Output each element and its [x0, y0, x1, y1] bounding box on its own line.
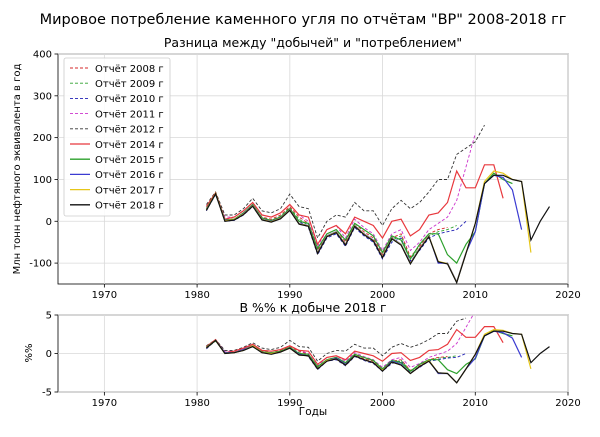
legend-label: Отчёт 2014 г [95, 140, 164, 151]
chart-percent: В %% к добыче 2018 г 1970 1980 1990 2000 201… [24, 300, 581, 418]
legend: Отчёт 2008 г Отчёт 2009 г Отчёт 2010 г Отчё… [63, 57, 171, 217]
legend-label: Отчёт 2011 г [95, 109, 164, 120]
series-line-9 [206, 330, 550, 384]
y-axis-label: Млн тонн нефтяного эквивалента в год [12, 64, 23, 275]
figure-title: Мировое потребление каменного угля по от… [40, 12, 567, 28]
x-tick-label: 1990 [277, 398, 302, 409]
legend-label: Отчёт 2012 г [95, 125, 164, 136]
x-tick-label: 2020 [555, 398, 580, 409]
tick-labels: 1970 1980 1990 2000 2010 2020 -5 0 5 [42, 311, 581, 410]
legend-label: Отчёт 2017 г [95, 185, 164, 196]
y-tick-label: 0 [46, 349, 52, 360]
y-tick-label: -5 [42, 388, 52, 399]
x-tick-label: 1980 [184, 290, 209, 301]
chart-title: В %% к добыче 2018 г [239, 300, 386, 315]
tick-labels: 1970 1980 1990 2000 2010 2020 -100 0 100 200 300 40… [29, 50, 580, 302]
series-line-4 [206, 317, 467, 362]
series-lines [206, 315, 550, 384]
series-line-0 [206, 339, 448, 371]
x-tick-label: 2000 [370, 398, 395, 409]
legend-label: Отчёт 2008 г [95, 64, 164, 75]
y-tick-label: 100 [33, 175, 52, 186]
x-tick-label: 1990 [277, 290, 302, 301]
x-tick-label: 2000 [370, 290, 395, 301]
series-line-6 [205, 172, 513, 265]
x-tick-label: 2010 [463, 290, 488, 301]
chart-difference: Разница между "добычей" и "потреблением"… [12, 35, 581, 301]
series-line-9 [205, 174, 551, 284]
x-tick-label: 2020 [555, 290, 580, 301]
y-tick-label: 400 [33, 50, 52, 61]
y-tick-label: 0 [46, 217, 52, 228]
x-tick-label: 1970 [92, 290, 117, 301]
legend-label: Отчёт 2015 г [95, 155, 164, 166]
series-line-2 [206, 339, 467, 374]
x-tick-label: 1970 [92, 398, 117, 409]
y-tick-label: 5 [46, 311, 52, 322]
legend-label: Отчёт 2016 г [95, 170, 164, 181]
series-line-5 [205, 164, 504, 246]
x-tick-label: 2010 [463, 398, 488, 409]
y-tick-label: -100 [29, 259, 52, 270]
series-line-3 [206, 133, 476, 252]
y-axis-label: %% [24, 343, 35, 362]
y-tick-label: 300 [33, 91, 52, 102]
legend-label: Отчёт 2018 г [95, 201, 164, 212]
series-line-5 [206, 326, 504, 366]
x-axis-label: Годы [299, 406, 327, 418]
series-lines [205, 124, 551, 284]
series-line-4 [206, 124, 485, 240]
legend-label: Отчёт 2010 г [95, 94, 164, 105]
legend-label: Отчёт 2009 г [95, 79, 164, 90]
chart-title: Разница между "добычей" и "потреблением" [164, 35, 462, 50]
legend-box [63, 57, 171, 217]
grid [58, 314, 569, 393]
x-tick-label: 1980 [184, 398, 209, 409]
y-tick-label: 200 [33, 133, 52, 144]
series-line-3 [206, 315, 474, 368]
